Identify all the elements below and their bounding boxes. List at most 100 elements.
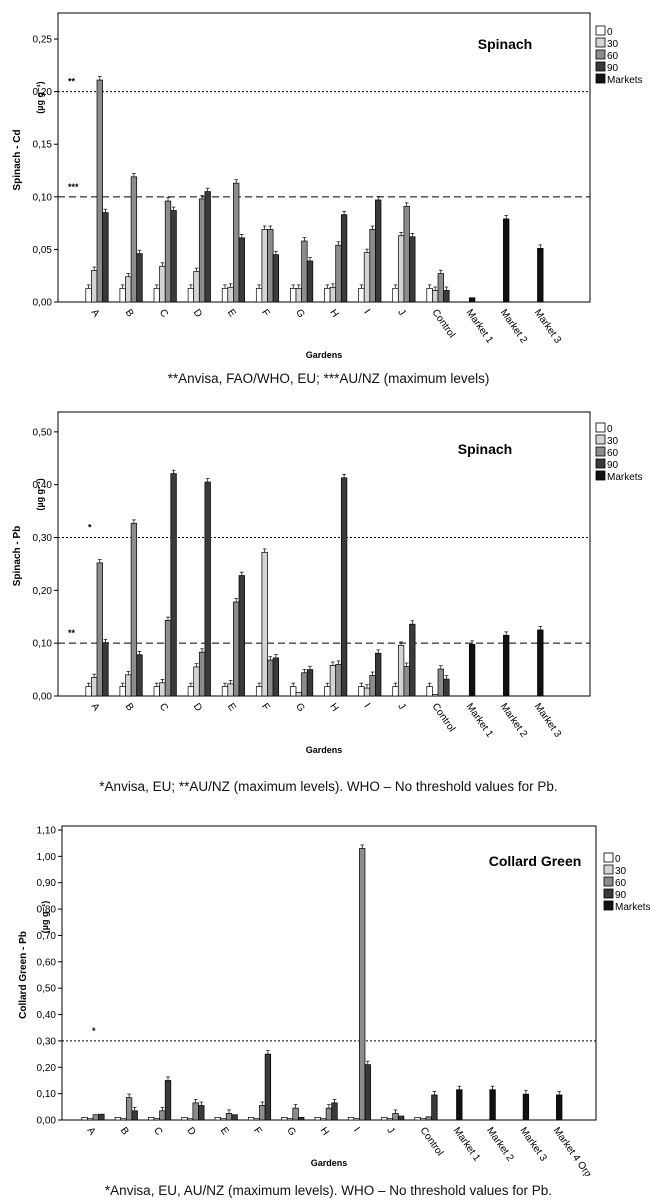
legend-label: Markets: [607, 472, 643, 483]
x-tick-label: Market 3: [532, 307, 564, 346]
bar: [369, 229, 376, 303]
bar: [426, 686, 433, 697]
bar: [181, 1117, 188, 1121]
bar: [130, 176, 138, 303]
bar: [295, 287, 302, 303]
y-tick-label: 0,60: [37, 957, 57, 968]
x-tick-label: H: [318, 1125, 331, 1137]
bar: [272, 254, 280, 303]
bar: [153, 686, 160, 697]
y-tick-label: 0,10: [37, 1089, 57, 1100]
y-axis-label: Spinach - Pb: [12, 526, 23, 587]
bar: [503, 218, 510, 303]
bar: [253, 1118, 260, 1121]
bar: [221, 686, 229, 697]
x-tick-label: G: [293, 307, 307, 320]
bar: [164, 620, 172, 697]
legend-label: Markets: [615, 902, 651, 913]
bar: [153, 287, 160, 303]
bar: [136, 253, 143, 303]
bar: [120, 1118, 127, 1121]
legend-swatch: [595, 434, 606, 445]
bar: [298, 1117, 305, 1121]
bar: [320, 1118, 327, 1121]
reference-line-label: **: [68, 628, 76, 638]
x-tick-label: D: [184, 1125, 197, 1137]
bar: [114, 1117, 122, 1121]
bar: [409, 236, 416, 303]
y-tick-label: 0,00: [33, 298, 53, 309]
x-tick-label: Market 4 Organic: [551, 1125, 604, 1176]
bar: [192, 1102, 199, 1121]
x-tick-label: Market 1: [464, 701, 496, 740]
legend-swatch: [595, 49, 606, 60]
bar: [375, 199, 382, 303]
bar: [369, 675, 376, 697]
x-tick-label: H: [327, 307, 340, 319]
x-tick-label: F: [251, 1125, 264, 1136]
x-axis-label: Gardens: [306, 745, 343, 755]
bar: [537, 629, 544, 697]
bar: [170, 473, 177, 697]
bar: [325, 1107, 333, 1121]
bar: [204, 481, 211, 697]
y-tick-label: 0,00: [33, 692, 53, 703]
chart-title: Collard Green: [489, 853, 582, 869]
bar: [233, 182, 240, 303]
bar: [159, 682, 166, 697]
x-tick-label: E: [218, 1125, 231, 1137]
bar: [392, 686, 399, 697]
bar: [198, 1105, 205, 1121]
bar: [255, 287, 263, 303]
bar: [392, 1113, 399, 1121]
x-tick-label: F: [259, 307, 272, 318]
bar: [340, 214, 348, 303]
bar: [295, 691, 302, 697]
plot-frame: [57, 411, 591, 697]
bar: [221, 287, 229, 303]
chart-title: Spinach: [458, 441, 512, 457]
bar: [331, 1102, 338, 1121]
bar: [159, 1110, 166, 1121]
bar: [375, 652, 382, 697]
bar: [187, 686, 195, 697]
legend-swatch: [603, 900, 614, 911]
bar: [148, 1117, 155, 1121]
bar: [363, 252, 371, 303]
bar: [130, 522, 138, 697]
x-tick-label: Control: [430, 307, 458, 340]
bar: [443, 678, 450, 697]
y-tick-label: 0,40: [33, 480, 53, 491]
bar: [306, 260, 314, 303]
y-tick-label: 1,00: [37, 852, 57, 863]
chart-panel-collard-green-pb: 0,00 0,10 0,20 0,30 0,40 0,50 0,60 0,70 0,80 0,90…: [18, 825, 651, 1176]
y-axis-label: Collard Green - Pb: [18, 931, 29, 1019]
bar: [456, 1089, 463, 1121]
chart-panel-spinach-pb: 0,00 0,10 0,20 0,30 0,40 0,50 Spinach - Pb (µg …: [12, 411, 643, 755]
bar: [98, 1113, 105, 1121]
caption-panel-2: *Anvisa, EU; **AU/NZ (maximum levels). W…: [99, 779, 558, 794]
bar: [264, 1053, 272, 1121]
bar: [381, 1117, 388, 1121]
y-tick-label: 0,20: [33, 586, 53, 597]
y-tick-label: 0,20: [33, 87, 53, 98]
bar: [125, 276, 132, 303]
y-tick-label: 0,25: [33, 35, 53, 46]
bar: [292, 1107, 299, 1121]
legend-label: 90: [615, 890, 627, 901]
bar: [267, 229, 274, 303]
bar: [359, 848, 366, 1121]
x-tick-label: Control: [418, 1125, 446, 1158]
bar: [131, 1110, 138, 1121]
legend-label: 60: [615, 878, 627, 889]
reference-line-label: **: [68, 77, 76, 87]
x-tick-label: D: [191, 307, 204, 319]
bar: [397, 1115, 405, 1121]
bar: [468, 297, 476, 303]
bar: [286, 1118, 294, 1121]
x-tick-label: C: [157, 701, 170, 713]
bar: [425, 1116, 432, 1121]
bar: [238, 237, 245, 303]
bar: [119, 686, 126, 697]
y-axis-unit: (µg g⁻¹): [35, 81, 45, 113]
